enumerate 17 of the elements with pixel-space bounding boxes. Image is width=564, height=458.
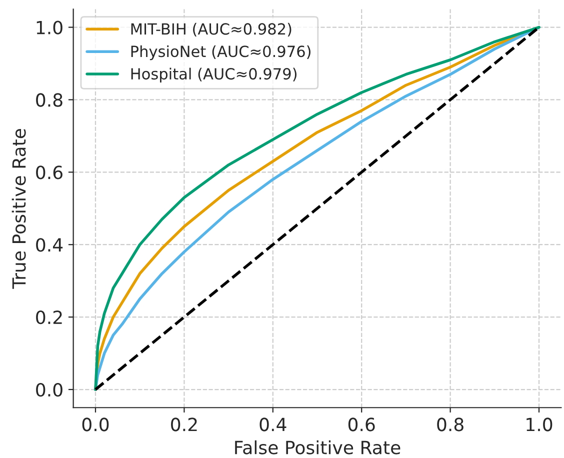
y-tick-label: 0.0: [36, 382, 62, 397]
x-tick-label: 0.0: [82, 418, 109, 432]
y-tick-label: 0.4: [36, 238, 63, 252]
x-tick-label: 0.4: [260, 418, 286, 432]
legend-label: MIT-BIH (AUC≈0.982): [131, 22, 292, 37]
legend-label: PhysioNet (AUC≈0.976): [131, 45, 310, 60]
x-tick-label: 0.2: [171, 418, 197, 432]
legend-label: Hospital (AUC≈0.979): [131, 68, 296, 83]
y-axis-title: True Positive Rate: [12, 128, 26, 289]
y-tick-label: 0.6: [36, 166, 62, 180]
y-tick-label: 1.0: [36, 20, 62, 34]
y-tick-label: 0.8: [36, 93, 62, 107]
x-axis-title: False Positive Rate: [235, 440, 400, 454]
x-tick-label: 1.0: [526, 418, 552, 432]
x-tick-label: 0.8: [437, 418, 464, 432]
y-tick-label: 0.2: [36, 310, 62, 324]
x-tick-label: 0.6: [348, 418, 375, 432]
